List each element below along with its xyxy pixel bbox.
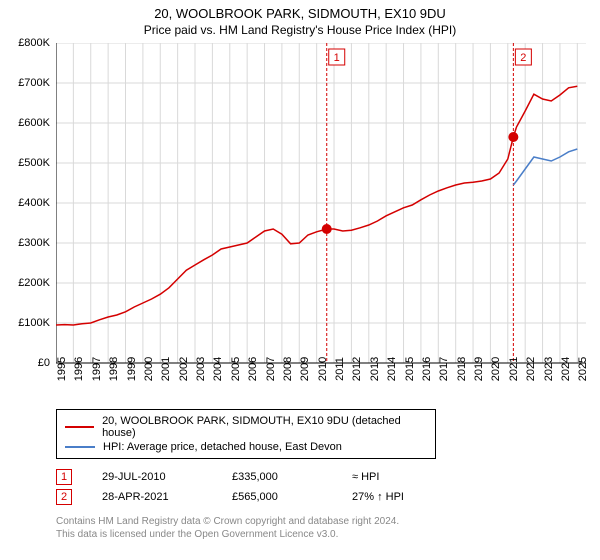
y-axis-label: £600K <box>18 117 50 129</box>
footer-attribution: Contains HM Land Registry data © Crown c… <box>56 515 590 541</box>
transaction-price: £565,000 <box>232 491 322 503</box>
transaction-diff: 27% ↑ HPI <box>352 491 442 503</box>
x-axis-label: 2025 <box>577 357 600 381</box>
y-axis-label: £800K <box>18 37 50 49</box>
transaction-diff: ≈ HPI <box>352 471 442 483</box>
price-chart: 12 £0£100K£200K£300K£400K£500K£600K£700K… <box>10 43 590 403</box>
legend-swatch <box>65 426 94 428</box>
svg-text:2: 2 <box>520 52 526 64</box>
y-axis-label: £200K <box>18 277 50 289</box>
transaction-table: 1 29-JUL-2010 £335,000 ≈ HPI 2 28-APR-2021 £56… <box>56 467 590 507</box>
y-axis-label: £400K <box>18 197 50 209</box>
y-axis-label: £0 <box>38 357 50 369</box>
footer-line-2: This data is licensed under the Open Gov… <box>56 528 590 541</box>
legend-label: 20, WOOLBROOK PARK, SIDMOUTH, EX10 9DU (… <box>102 415 427 439</box>
page-title: 20, WOOLBROOK PARK, SIDMOUTH, EX10 9DU <box>10 6 590 21</box>
legend-item: 20, WOOLBROOK PARK, SIDMOUTH, EX10 9DU (… <box>65 414 427 440</box>
transaction-price: £335,000 <box>232 471 322 483</box>
y-axis-label: £700K <box>18 77 50 89</box>
transaction-date: 28-APR-2021 <box>102 491 202 503</box>
svg-text:1: 1 <box>334 52 340 64</box>
transaction-badge: 1 <box>56 469 72 485</box>
legend-item: HPI: Average price, detached house, East… <box>65 440 427 454</box>
transaction-date: 29-JUL-2010 <box>102 471 202 483</box>
legend-swatch <box>65 446 95 448</box>
legend-label: HPI: Average price, detached house, East… <box>103 441 342 453</box>
y-axis-label: £500K <box>18 157 50 169</box>
page-subtitle: Price paid vs. HM Land Registry's House … <box>10 23 590 37</box>
transaction-badge: 2 <box>56 489 72 505</box>
chart-legend: 20, WOOLBROOK PARK, SIDMOUTH, EX10 9DU (… <box>56 409 436 459</box>
y-axis-label: £300K <box>18 237 50 249</box>
footer-line-1: Contains HM Land Registry data © Crown c… <box>56 515 590 528</box>
transaction-row: 1 29-JUL-2010 £335,000 ≈ HPI <box>56 467 590 487</box>
transaction-row: 2 28-APR-2021 £565,000 27% ↑ HPI <box>56 487 590 507</box>
y-axis-label: £100K <box>18 317 50 329</box>
chart-svg: 12 <box>56 43 586 403</box>
